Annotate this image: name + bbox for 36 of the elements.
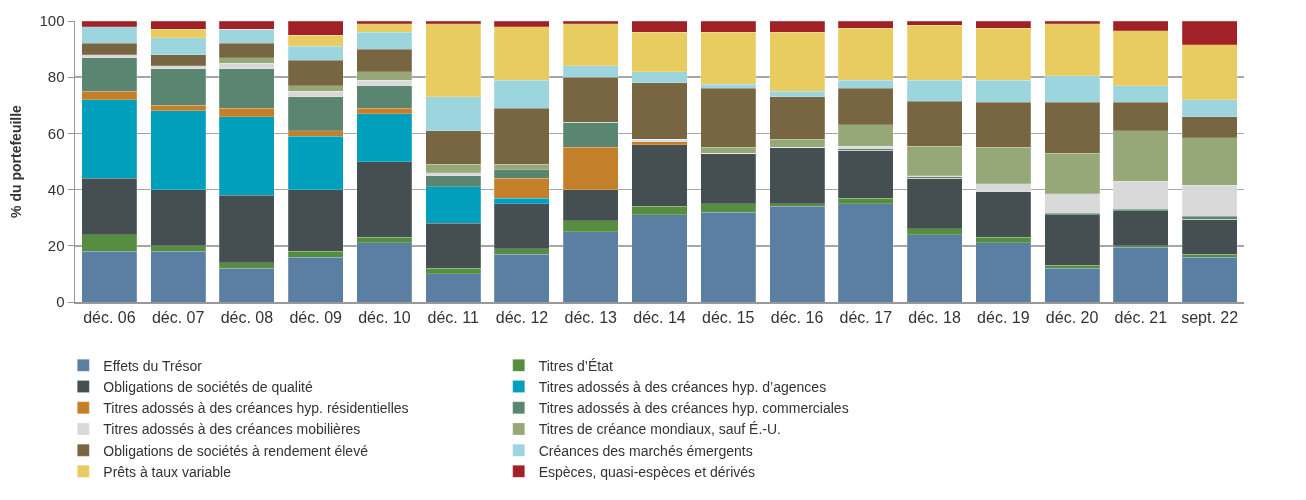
legend-label: Titres adossés à des créances hyp. résidentielles [103,400,409,417]
x-tick-label: déc. 12 [495,308,549,326]
x-tick-label: déc. 18 [908,308,961,326]
legend-label: Effets du Trésor [103,357,203,374]
x-tick-label: déc. 19 [977,308,1030,326]
y-tick-label: 60 [47,124,65,142]
legend-label: Créances des marchés émergents [538,442,753,459]
x-tick-label: déc. 17 [839,308,893,326]
x-tick-label: déc. 08 [220,308,274,326]
legend-label: Titres adossés à des créances hyp. commerciales [538,400,849,417]
legend-label: Titres adossés à des créances mobilières [103,421,361,438]
y-tick-label: 40 [47,180,65,198]
x-tick-label: déc. 07 [151,308,205,326]
x-tick-label: déc. 10 [358,308,411,326]
x-tick-label: déc. 09 [289,308,343,326]
legend-label: Obligations de sociétés de qualité [103,379,313,396]
legend-label: Obligations de sociétés à rendement élevé [103,442,369,459]
y-tick-label: 80 [47,68,65,86]
x-tick-label: sept. 22 [1181,308,1239,326]
x-tick-label: déc. 16 [770,308,824,326]
legend-label: Titres de créance mondiaux, sauf É.-U. [538,421,781,438]
legend-label: Prêts à taux variable [103,463,232,480]
x-tick-label: déc. 15 [702,308,755,326]
x-tick-label: déc. 06 [83,308,136,326]
y-tick-label: 20 [47,237,65,255]
x-tick-label: déc. 20 [1045,308,1099,326]
legend-label: Espèces, quasi-espèces et dérivés [538,463,756,480]
x-tick-label: déc. 11 [427,308,479,326]
legend-label: Titres adossés à des créances hyp. d’agences [538,379,827,396]
legend-label: Titres d’État [538,357,613,374]
y-tick-label: 100 [39,12,65,30]
y-tick-label: 0 [56,293,65,311]
x-tick-label: déc. 14 [633,308,686,326]
x-tick-label: déc. 21 [1114,308,1168,326]
y-axis-title: % du portefeuille [8,104,25,218]
x-tick-label: déc. 13 [564,308,618,326]
